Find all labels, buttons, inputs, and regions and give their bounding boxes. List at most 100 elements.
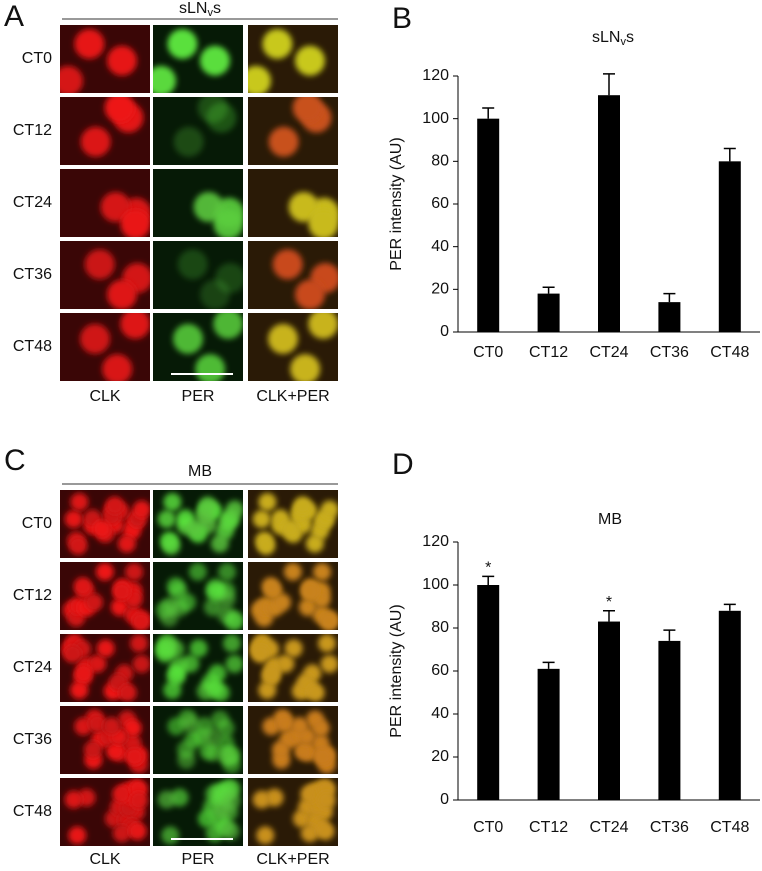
cell	[276, 714, 295, 733]
micrograph	[60, 490, 150, 558]
cell	[305, 534, 324, 553]
cell	[258, 681, 277, 700]
panel-title: MB	[188, 463, 212, 480]
micrograph	[248, 490, 338, 558]
cell	[294, 741, 313, 760]
y-tick-label: 120	[422, 67, 449, 84]
cell	[84, 740, 103, 759]
cell	[125, 747, 144, 766]
cell	[290, 717, 309, 736]
cell	[218, 747, 237, 766]
micrograph	[60, 97, 150, 165]
bar	[658, 302, 681, 332]
x-tick-label: CT12	[529, 819, 568, 836]
cell	[131, 612, 150, 630]
cell	[189, 639, 208, 658]
cell	[317, 634, 336, 653]
row-label: CT0	[22, 50, 52, 67]
panel-title: sLNvs	[179, 0, 221, 19]
cell	[106, 45, 137, 76]
cell	[320, 654, 338, 673]
cell	[112, 824, 131, 843]
row-label: CT24	[13, 194, 52, 211]
cell	[213, 209, 243, 237]
cell	[70, 493, 89, 512]
micrograph	[153, 25, 243, 93]
error-bar	[542, 286, 555, 294]
panel-label: B	[392, 2, 412, 35]
cell	[272, 249, 303, 280]
bar	[598, 95, 620, 332]
cell	[319, 612, 338, 630]
y-tick-label: 0	[440, 323, 449, 340]
cell	[225, 654, 243, 673]
micrograph	[248, 706, 338, 774]
cell	[313, 747, 332, 766]
x-tick-label: CT36	[650, 344, 689, 361]
cell	[80, 323, 111, 354]
panel-label: A	[4, 0, 24, 33]
cell	[300, 785, 319, 804]
cell	[294, 45, 325, 76]
cell	[157, 510, 176, 529]
row-label: CT12	[13, 122, 52, 139]
row-label: CT48	[13, 338, 52, 355]
cell	[262, 664, 281, 683]
cell	[118, 683, 137, 702]
y-tick-label: 60	[431, 195, 449, 212]
cell	[73, 577, 92, 596]
error-bar	[723, 147, 736, 162]
cell	[216, 734, 235, 753]
cell	[163, 681, 182, 700]
cell	[80, 126, 111, 157]
panel-label: C	[4, 444, 26, 477]
cell	[218, 562, 237, 581]
cell	[272, 740, 291, 759]
cell	[123, 734, 142, 753]
cell	[224, 612, 243, 630]
cell	[60, 65, 83, 93]
micrograph	[153, 778, 243, 846]
micrograph	[248, 778, 338, 846]
cell	[293, 496, 312, 515]
cell	[262, 28, 293, 59]
cell	[125, 562, 144, 581]
annotation: *	[485, 560, 491, 577]
error-bar	[482, 107, 495, 119]
cell	[167, 664, 186, 683]
cell	[320, 500, 338, 519]
column-label: CLK	[89, 851, 120, 868]
cell	[64, 790, 83, 809]
y-tick-label: 20	[431, 748, 449, 765]
error-bar	[603, 610, 615, 622]
cell	[216, 719, 235, 738]
cell	[156, 644, 175, 663]
cell	[84, 249, 115, 280]
cell	[268, 126, 299, 157]
cell	[105, 496, 124, 515]
micrograph	[153, 241, 243, 309]
micrograph	[153, 490, 243, 558]
micrograph	[248, 169, 338, 237]
cell	[88, 654, 107, 673]
cell	[198, 496, 217, 515]
y-axis-label: PER intensity (AU)	[388, 137, 405, 270]
y-tick-label: 100	[422, 576, 449, 593]
cell	[162, 536, 181, 555]
bar	[598, 621, 620, 800]
cell	[63, 644, 82, 663]
row-label: CT48	[13, 803, 52, 820]
micrograph	[60, 25, 150, 93]
bar	[537, 293, 560, 332]
cell	[74, 28, 105, 59]
cell	[132, 654, 150, 673]
micrograph	[153, 313, 243, 381]
micrograph	[60, 634, 150, 702]
cell	[193, 192, 224, 223]
cell	[100, 192, 131, 223]
cell	[92, 519, 111, 538]
x-tick-label: CT48	[710, 344, 749, 361]
cell	[64, 510, 83, 529]
micrograph	[248, 241, 338, 309]
